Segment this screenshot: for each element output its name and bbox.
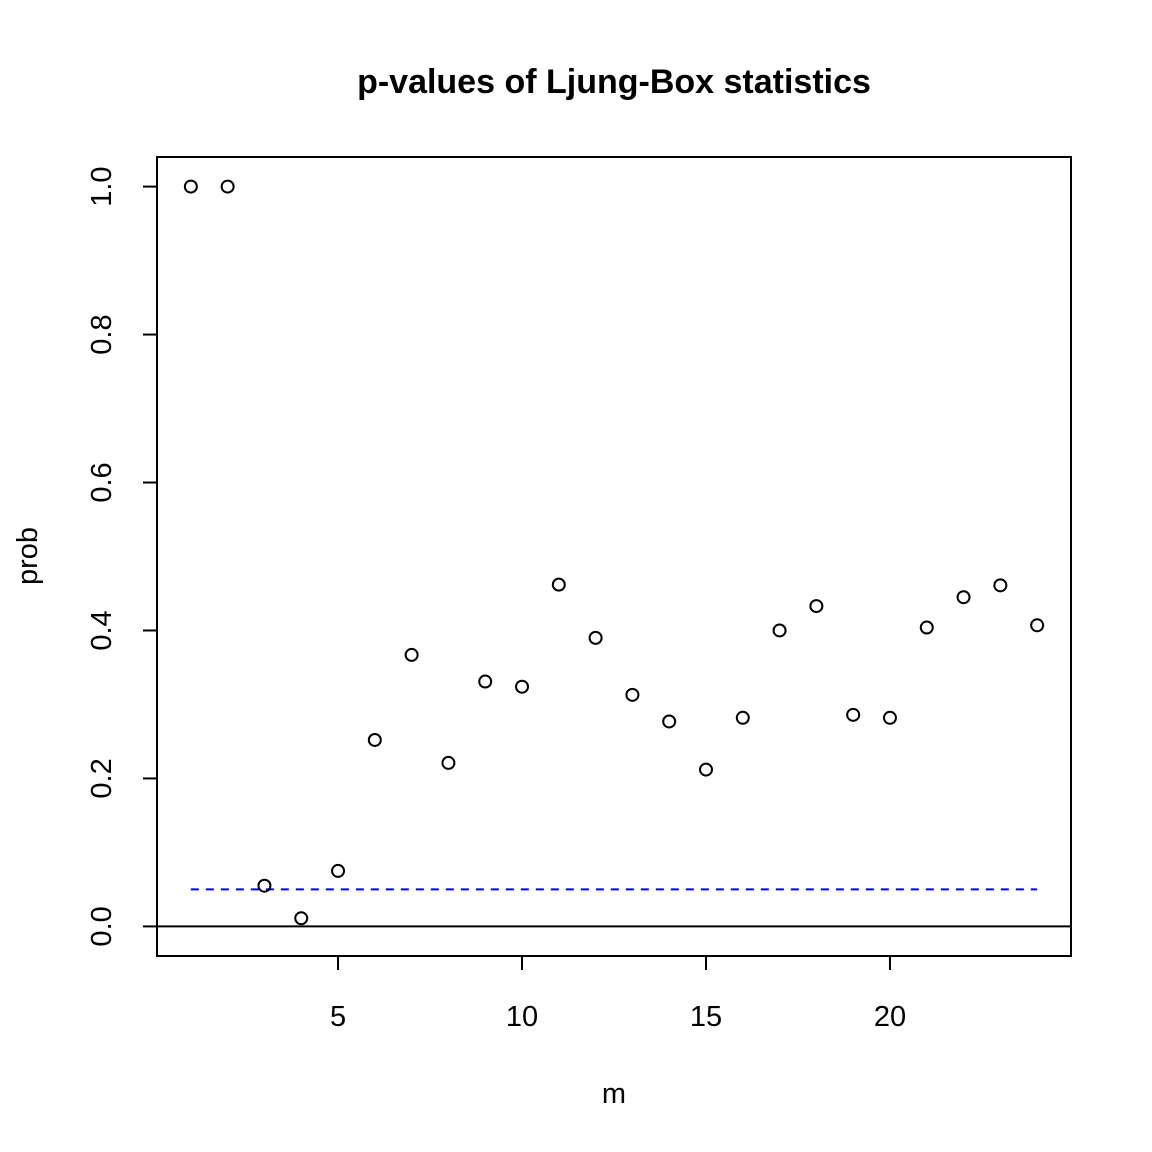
x-axis: 5 10 15 20	[330, 955, 906, 1033]
y-tick-label: 0.8	[86, 314, 118, 354]
y-axis: 0.0 0.2 0.4 0.6 0.8 1.0	[86, 166, 158, 947]
data-point	[846, 707, 861, 722]
x-tick-label: 5	[330, 1001, 346, 1033]
data-point	[551, 577, 566, 592]
data-point	[625, 687, 640, 702]
data-point	[367, 732, 382, 747]
y-tick-label: 1.0	[86, 166, 118, 206]
data-point	[294, 911, 309, 926]
data-point	[809, 599, 824, 614]
y-tick-label: 0.2	[86, 758, 118, 798]
data-point	[220, 179, 235, 194]
data-point	[882, 710, 897, 725]
data-point	[441, 755, 456, 770]
data-point	[698, 762, 713, 777]
data-point	[735, 710, 750, 725]
data-point	[404, 647, 419, 662]
data-point	[478, 674, 493, 689]
plot-frame	[156, 156, 1072, 957]
data-point	[515, 679, 530, 694]
data-point	[183, 179, 198, 194]
x-tick-label: 10	[506, 1001, 538, 1033]
x-tick-label: 20	[874, 1001, 906, 1033]
data-points	[183, 179, 1045, 926]
y-axis-label: prob	[12, 527, 44, 585]
y-tick-label: 0.4	[86, 610, 118, 650]
data-point	[1030, 618, 1045, 633]
data-point	[588, 630, 603, 645]
data-point	[993, 578, 1008, 593]
data-point	[331, 863, 346, 878]
data-point	[772, 623, 787, 638]
y-tick-label: 0.6	[86, 462, 118, 502]
chart-title: p-values of Ljung-Box statistics	[357, 63, 871, 101]
data-point	[662, 714, 677, 729]
data-point	[919, 620, 934, 635]
x-tick-label: 15	[690, 1001, 722, 1033]
data-point	[257, 878, 272, 893]
y-tick-label: 0.0	[86, 906, 118, 946]
reference-lines	[157, 888, 1071, 928]
data-point	[956, 590, 971, 605]
x-axis-label: m	[602, 1078, 626, 1110]
